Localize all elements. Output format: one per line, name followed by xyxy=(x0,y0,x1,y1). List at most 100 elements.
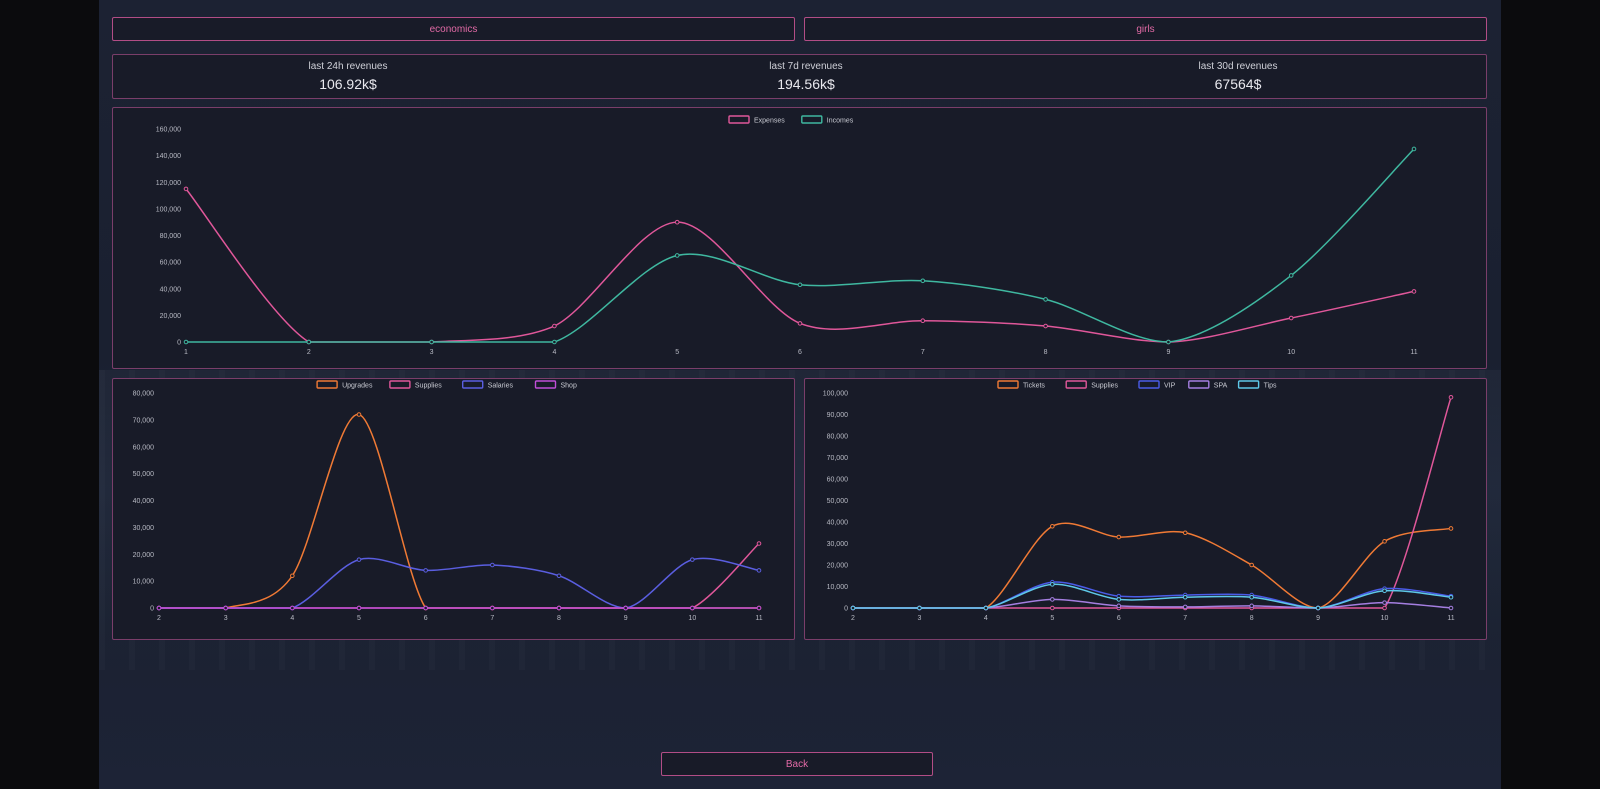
main-xtick: 7 xyxy=(921,349,925,356)
main-ytick: 60,000 xyxy=(160,260,182,267)
expense-xtick: 9 xyxy=(624,615,628,622)
stat-7d-value: 194.56k$ xyxy=(777,76,835,92)
expense-legend-swatch-upgrades xyxy=(316,380,338,389)
main-xtick: 6 xyxy=(798,349,802,356)
income-legend-swatch-vip xyxy=(1138,380,1160,389)
chart-expenses-incomes-svg: 0 20,000 40,000 60,000 80,000 100,000 120,000 1… xyxy=(156,115,1418,356)
income-point-spa xyxy=(1249,603,1254,609)
income-ytick: 50,000 xyxy=(827,498,849,505)
back-button[interactable]: Back xyxy=(661,752,933,776)
expense-point-shop xyxy=(556,605,562,611)
income-legend-label-tips: Tips xyxy=(1264,383,1277,390)
main-ytick: 120,000 xyxy=(156,180,181,187)
main-point-expenses xyxy=(183,186,189,192)
tab-economics[interactable]: economics xyxy=(112,17,795,41)
expense-point-shop xyxy=(756,605,762,611)
income-xtick: 5 xyxy=(1050,615,1054,622)
main-point-incomes xyxy=(552,339,557,345)
income-point-spa xyxy=(1182,604,1188,610)
stat-24h-label: last 24h revenues xyxy=(308,61,388,72)
income-point-spa xyxy=(1448,605,1454,611)
income-xtick: 8 xyxy=(1250,615,1254,622)
income-point-spa xyxy=(1382,600,1387,605)
income-xtick: 3 xyxy=(917,615,921,622)
main-ytick: 140,000 xyxy=(156,153,181,160)
income-legend-swatch-tips xyxy=(1237,380,1260,389)
income-ytick: 60,000 xyxy=(827,477,849,484)
expense-xtick: 4 xyxy=(290,615,294,622)
income-point-supplies xyxy=(1050,605,1055,611)
expense-xtick: 7 xyxy=(490,615,494,622)
expense-point-shop xyxy=(356,605,362,611)
stat-24h-value: 106.92k$ xyxy=(319,76,377,92)
expense-legend-label-salaries: Salaries xyxy=(488,383,514,390)
income-series-spa xyxy=(852,598,1452,609)
expense-point-shop xyxy=(223,605,228,611)
income-xtick: 7 xyxy=(1183,615,1187,622)
expense-xtick: 10 xyxy=(688,615,696,622)
main-series-incomes xyxy=(186,148,1415,343)
tab-girls[interactable]: girls xyxy=(804,17,1487,41)
main-point-expenses xyxy=(674,219,680,225)
expense-point-shop xyxy=(623,605,628,611)
main-xtick: 3 xyxy=(430,349,434,356)
main-legend-label-expenses: Expenses xyxy=(754,118,785,125)
app-container: economics girls last 24h revenues 106.92… xyxy=(99,0,1501,789)
expense-legend-swatch-supplies xyxy=(389,380,411,389)
expense-ytick: 0 xyxy=(150,606,154,613)
income-xtick: 9 xyxy=(1316,615,1320,622)
main-xtick: 10 xyxy=(1287,349,1295,356)
main-point-incomes xyxy=(797,282,803,288)
income-point-supplies xyxy=(1448,395,1454,400)
income-ytick: 30,000 xyxy=(827,541,849,548)
main-xtick: 8 xyxy=(1044,349,1048,356)
income-ytick: 70,000 xyxy=(827,455,849,462)
chart-expense-breakdown-svg: 0 10,000 20,000 30,000 40,000 50,000 60,000 70,… xyxy=(133,380,763,622)
income-legend-swatch-supplies xyxy=(1065,380,1087,389)
income-ytick: 40,000 xyxy=(827,520,849,527)
expense-series-salaries xyxy=(158,557,760,609)
expense-ytick: 10,000 xyxy=(133,579,155,586)
main-xtick: 2 xyxy=(307,349,311,356)
expense-ytick: 60,000 xyxy=(133,444,155,451)
income-ytick: 10,000 xyxy=(827,584,849,591)
income-xtick: 2 xyxy=(851,615,855,622)
main-point-expenses xyxy=(1043,323,1048,329)
main-point-incomes xyxy=(920,278,926,284)
income-point-spa xyxy=(1116,603,1122,609)
income-ytick: 0 xyxy=(844,606,848,613)
income-xtick: 10 xyxy=(1381,615,1389,622)
main-point-incomes xyxy=(429,339,434,345)
income-point-tips xyxy=(1050,582,1055,587)
expense-point-shop xyxy=(156,605,162,611)
expense-series-upgrades xyxy=(158,413,759,609)
main-legend-label-incomes: Incomes xyxy=(827,118,854,125)
revenue-summary: last 24h revenues 106.92k$ last 7d reven… xyxy=(112,54,1487,99)
expense-ytick: 20,000 xyxy=(133,552,155,559)
income-point-tickets xyxy=(1448,526,1454,531)
main-ytick: 40,000 xyxy=(160,286,182,293)
main-ytick: 20,000 xyxy=(160,313,182,320)
income-ytick: 80,000 xyxy=(827,434,849,441)
main-point-expenses xyxy=(552,323,557,329)
chart-income-breakdown-svg: 0 10,000 20,000 30,000 40,000 50,000 60,000 70,… xyxy=(823,380,1455,622)
expense-ytick: 80,000 xyxy=(133,391,155,398)
income-legend-label-tickets: Tickets xyxy=(1023,383,1045,390)
chart-expenses-incomes: 0 20,000 40,000 60,000 80,000 100,000 120,000 1… xyxy=(112,107,1487,369)
main-xtick: 11 xyxy=(1410,349,1417,356)
main-point-incomes xyxy=(674,253,680,258)
expense-legend-label-upgrades: Upgrades xyxy=(342,383,373,390)
income-point-tips xyxy=(1448,594,1454,600)
income-point-tips xyxy=(917,605,922,611)
income-ytick: 20,000 xyxy=(827,563,849,570)
expense-legend-swatch-shop xyxy=(534,380,557,389)
income-point-tickets xyxy=(1116,534,1122,540)
income-point-tickets xyxy=(1382,539,1387,544)
main-point-expenses xyxy=(797,321,803,326)
income-point-tips xyxy=(1382,588,1387,594)
main-point-incomes xyxy=(1043,297,1048,302)
expense-point-salaries xyxy=(490,562,495,568)
chart-expense-breakdown: 0 10,000 20,000 30,000 40,000 50,000 60,000 70,… xyxy=(112,378,795,640)
main-ytick: 0 xyxy=(177,340,181,347)
expense-point-shop xyxy=(690,605,695,611)
